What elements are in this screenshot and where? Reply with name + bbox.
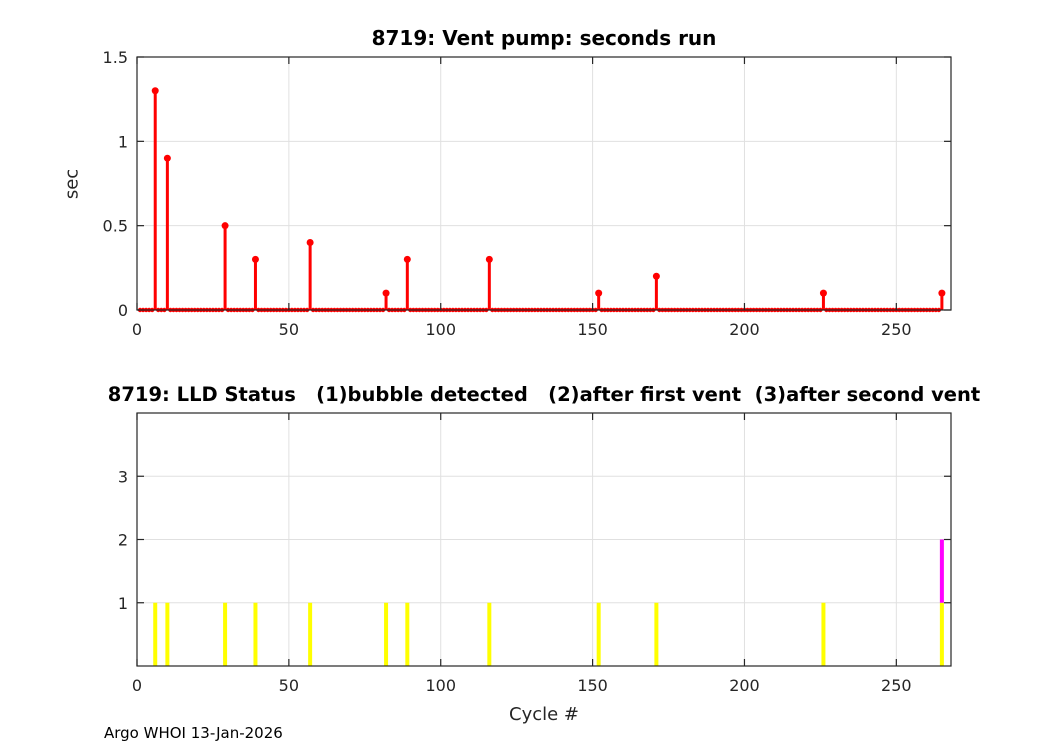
y-tick-label: 0.5	[103, 217, 128, 236]
stem-marker	[163, 154, 171, 162]
x-tick-label: 200	[729, 320, 760, 339]
event-bar-series	[153, 539, 944, 666]
x-tick-label: 50	[279, 320, 299, 339]
tick-labels: 0 50 100 150 200 250 0 0.5 1 1.5	[103, 48, 912, 339]
stem-marker	[938, 289, 946, 297]
y-tick-label: 1	[118, 132, 128, 151]
stem-marker	[819, 289, 827, 297]
lld-status-plot: 0 50 100 150 200 250 1 2 3	[118, 412, 952, 695]
stem-marker	[382, 289, 390, 297]
x-tick-label: 50	[279, 676, 299, 695]
tick-marks	[136, 413, 951, 666]
x-tick-label: 150	[577, 676, 608, 695]
x-tick-label: 250	[881, 320, 912, 339]
x-tick-label: 250	[881, 676, 912, 695]
stem-marker	[221, 222, 229, 230]
gridlines	[137, 413, 951, 666]
stem-marker	[251, 255, 259, 263]
stem-marker	[151, 87, 159, 95]
stem-marker	[306, 239, 314, 247]
tick-labels: 0 50 100 150 200 250 1 2 3	[118, 467, 912, 695]
y-tick-label: 1.5	[103, 48, 128, 67]
x-tick-label: 100	[425, 676, 456, 695]
x-tick-label: 150	[577, 320, 608, 339]
y-tick-label: 1	[118, 594, 128, 613]
tick-marks	[136, 56, 951, 311]
y-axis-label-sec: sec	[61, 168, 83, 200]
footer-argo-whoi-date: Argo WHOI 13-Jan-2026	[104, 724, 283, 742]
y-tick-label: 0	[118, 301, 128, 320]
x-tick-label: 100	[425, 320, 456, 339]
stem-marker	[595, 289, 603, 297]
x-axis-label-cycle: Cycle #	[509, 704, 579, 725]
stem-marker	[485, 255, 493, 263]
y-tick-label: 3	[118, 467, 128, 486]
vent-pump-chart-title: 8719: Vent pump: seconds run	[371, 26, 717, 50]
x-tick-label: 0	[132, 320, 142, 339]
y-tick-label: 2	[118, 531, 128, 550]
stem-marker	[652, 272, 660, 280]
stem-series	[137, 87, 946, 313]
x-tick-label: 200	[729, 676, 760, 695]
axes-box	[136, 56, 952, 311]
vent-pump-plot: 0 50 100 150 200 250 0 0.5 1 1.5	[103, 48, 952, 339]
gridlines	[137, 57, 951, 310]
stem-marker	[403, 255, 411, 263]
x-tick-label: 0	[132, 676, 142, 695]
lld-status-chart-title: 8719: LLD Status (1)bubble detected (2)a…	[107, 383, 981, 406]
